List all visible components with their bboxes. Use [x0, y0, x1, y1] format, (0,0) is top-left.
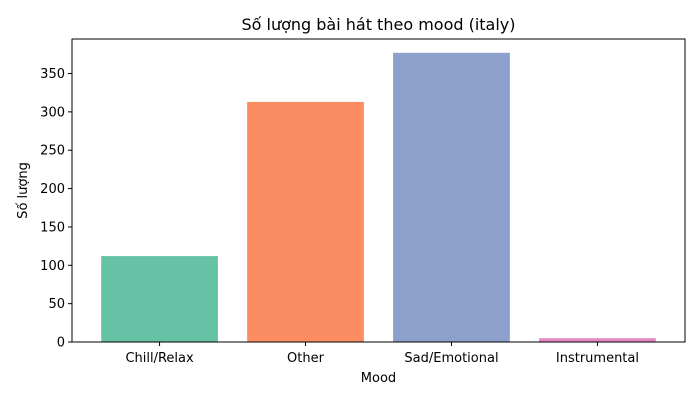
- y-axis: 0 50 100 150 200 250 300 350: [40, 67, 72, 351]
- y-tick-label: 200: [40, 182, 65, 197]
- x-tick-label: Chill/Relax: [125, 351, 194, 366]
- y-tick-label: 350: [40, 67, 65, 82]
- y-tick-label: 50: [48, 297, 65, 312]
- bar-sad-emotional: [393, 52, 510, 343]
- y-tick-label: 150: [40, 220, 65, 235]
- x-tick-label: Sad/Emotional: [404, 351, 498, 366]
- x-tick-label: Instrumental: [556, 351, 639, 366]
- bars-group: [101, 52, 656, 343]
- chart-title: Số lượng bài hát theo mood (italy): [241, 15, 515, 34]
- bar-instrumental: [539, 338, 656, 342]
- bar-chill-relax: [101, 256, 218, 342]
- plot-frame: [71, 38, 686, 343]
- x-axis-label: Mood: [361, 371, 396, 386]
- x-axis: Chill/Relax Other Sad/Emotional Instrumenta…: [125, 342, 639, 366]
- y-axis-label: Số lượng: [16, 162, 31, 219]
- y-tick-label: 300: [40, 105, 65, 120]
- y-tick-label: 250: [40, 144, 65, 159]
- y-tick-label: 0: [57, 336, 65, 351]
- y-tick-label: 100: [40, 259, 65, 274]
- bar-other: [247, 101, 364, 343]
- x-tick-label: Other: [287, 351, 325, 366]
